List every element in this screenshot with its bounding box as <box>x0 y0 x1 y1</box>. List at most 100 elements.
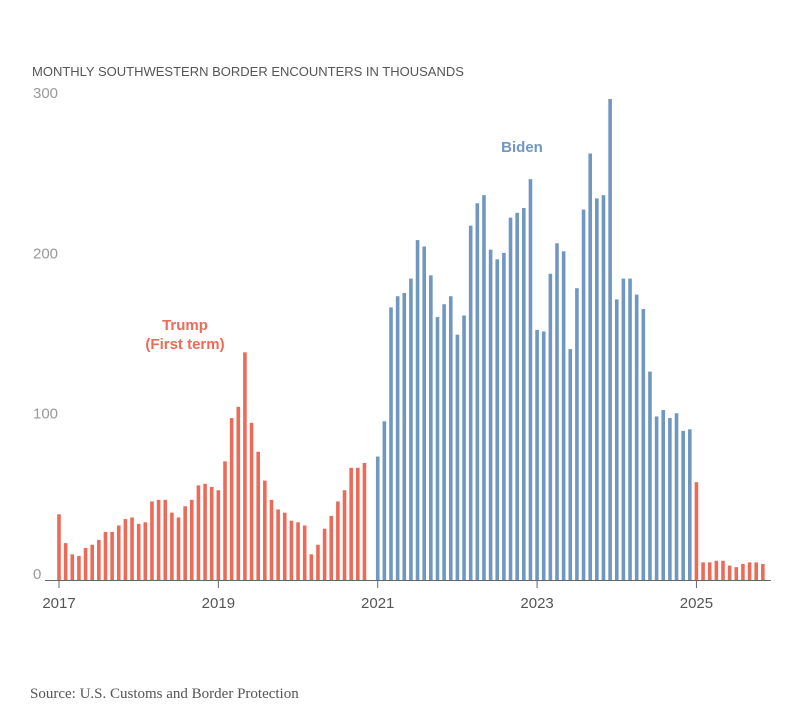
bar <box>628 278 632 580</box>
bar <box>316 544 320 580</box>
bar <box>216 490 221 580</box>
x-tick-label: 2023 <box>520 595 553 612</box>
bar <box>97 539 101 580</box>
bar <box>442 304 446 580</box>
y-tick-label: 100 <box>33 406 58 423</box>
bar <box>727 565 732 580</box>
bar <box>375 456 380 580</box>
bar <box>296 522 300 580</box>
bar <box>541 331 546 580</box>
bar <box>688 429 692 580</box>
y-tick-label: 0 <box>33 566 41 583</box>
bar <box>754 562 758 580</box>
bar <box>475 203 480 580</box>
bar <box>694 482 699 580</box>
bar <box>302 525 307 580</box>
bar <box>601 195 606 580</box>
bar <box>382 421 387 580</box>
bar <box>581 209 586 580</box>
bar <box>309 554 314 580</box>
bar <box>236 406 241 580</box>
bar <box>143 522 148 580</box>
bar <box>329 515 334 580</box>
bar <box>634 294 639 580</box>
bar <box>508 217 513 580</box>
bar <box>402 293 407 580</box>
bar <box>761 563 765 580</box>
bar <box>654 416 659 580</box>
annotation-label: Biden <box>501 139 543 156</box>
bar <box>608 99 612 580</box>
x-tick-label: 2019 <box>202 595 235 612</box>
bar <box>63 543 68 580</box>
bar <box>502 252 506 581</box>
bar <box>130 517 134 580</box>
x-tick-label: 2021 <box>361 595 394 612</box>
bar <box>641 309 646 580</box>
bar <box>482 195 486 580</box>
annotation-label: (First term) <box>145 336 224 353</box>
bar <box>289 520 294 580</box>
bar <box>282 512 287 580</box>
bar <box>648 371 652 580</box>
bar <box>156 499 161 580</box>
chart-title: MONTHLY SOUTHWESTERN BORDER ENCOUNTERS I… <box>32 64 464 79</box>
bar <box>528 179 533 581</box>
bar <box>163 499 168 580</box>
bar <box>614 299 619 580</box>
bar <box>349 467 353 580</box>
bar <box>196 485 201 580</box>
bar <box>734 567 739 580</box>
bar <box>455 334 460 580</box>
bar <box>495 259 500 580</box>
bar <box>170 512 174 580</box>
bar <box>395 296 400 580</box>
bar <box>548 273 553 580</box>
bar <box>256 451 260 580</box>
x-tick-label: 2025 <box>680 595 713 612</box>
bar <box>176 517 181 580</box>
bar <box>223 461 227 580</box>
bar <box>621 278 626 580</box>
bar <box>575 288 579 580</box>
bar <box>448 296 453 580</box>
bar <box>488 249 493 580</box>
bar <box>123 519 128 580</box>
bar <box>741 563 745 580</box>
bar <box>595 198 599 580</box>
bar <box>747 562 752 580</box>
bar <box>322 528 327 580</box>
bar <box>561 251 566 580</box>
bar <box>77 555 81 580</box>
bar <box>714 560 719 580</box>
bar <box>435 317 440 580</box>
bar <box>462 315 466 580</box>
bar <box>429 275 433 580</box>
bar <box>203 483 207 580</box>
bar <box>190 499 194 580</box>
bar <box>336 501 340 580</box>
bar <box>415 240 420 580</box>
bar <box>70 554 75 580</box>
bar <box>389 307 393 580</box>
bar <box>342 490 347 580</box>
bar <box>249 422 254 580</box>
bar <box>229 418 234 580</box>
bar <box>721 560 725 580</box>
bar <box>522 208 526 580</box>
bar <box>681 430 685 580</box>
annotations: Trump (First term) Biden <box>145 139 542 353</box>
bar <box>209 487 214 580</box>
bar <box>422 246 426 580</box>
annotation-label: Trump <box>162 317 208 334</box>
bar <box>515 212 519 580</box>
bar <box>668 418 672 580</box>
bar <box>409 278 413 580</box>
y-axis: 0 100 200 300 <box>33 85 58 583</box>
y-tick-label: 200 <box>33 245 58 262</box>
bar <box>661 410 666 580</box>
bar <box>103 531 108 580</box>
bar <box>183 506 187 580</box>
